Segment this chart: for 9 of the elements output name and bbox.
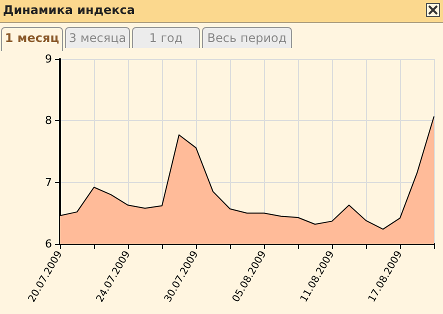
text: 1 месяц [1, 27, 63, 51]
y-tick-label: 8 [45, 114, 52, 128]
y-tick-label: 6 [45, 238, 52, 250]
text: 1 год [132, 27, 200, 48]
text: Весь период [202, 27, 292, 48]
y-tick-label: 9 [45, 52, 52, 66]
y-tick-label: 7 [45, 176, 52, 189]
chart-title: Динамика индекса [3, 3, 136, 17]
text: 3 месяца [65, 27, 130, 48]
